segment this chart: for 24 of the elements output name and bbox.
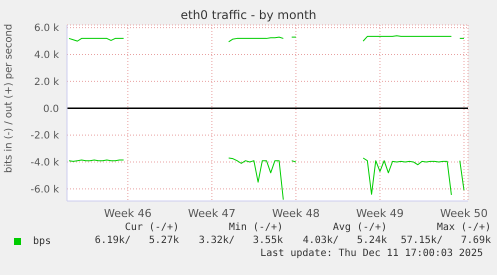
- text: Avg (-/+): [332, 222, 387, 235]
- legend-label: bps: [33, 236, 52, 247]
- text: Last update: Thu Dec 11 17:00:03 2025: [259, 248, 483, 261]
- text: Min (-/+): [228, 222, 283, 235]
- y-tick-label: 6.0 k: [34, 23, 60, 34]
- y-tick-label: -4.0 k: [30, 158, 60, 169]
- text: Cur (-/+): [124, 222, 179, 235]
- y-tick-label: 0.0: [43, 104, 59, 115]
- y-tick-label: -6.0 k: [30, 184, 60, 196]
- x-tick-label: Week 47: [188, 206, 236, 220]
- text: 6.19k/ 5.27k: [94, 235, 179, 248]
- text: 3.32k/ 3.55k: [198, 235, 283, 248]
- text: 4.03k/ 5.24k: [302, 235, 387, 248]
- x-tick-label: Week 49: [356, 206, 404, 220]
- chart-title: eth0 traffic - by month: [180, 8, 318, 22]
- y-tick-label: -2.0 k: [30, 130, 60, 142]
- x-tick-label: Week 48: [272, 206, 320, 220]
- x-tick-label: Week 46: [104, 206, 152, 220]
- y-axis-title: bits in (-) / out (+) per second: [4, 24, 15, 173]
- x-tick-label: Week 50: [440, 206, 488, 220]
- y-tick-label: 2.0 k: [34, 76, 60, 88]
- text: Max (-/+): [436, 222, 491, 235]
- text: 57.15k/ 7.69k: [400, 235, 491, 248]
- y-tick-label: 4.0 k: [34, 50, 60, 62]
